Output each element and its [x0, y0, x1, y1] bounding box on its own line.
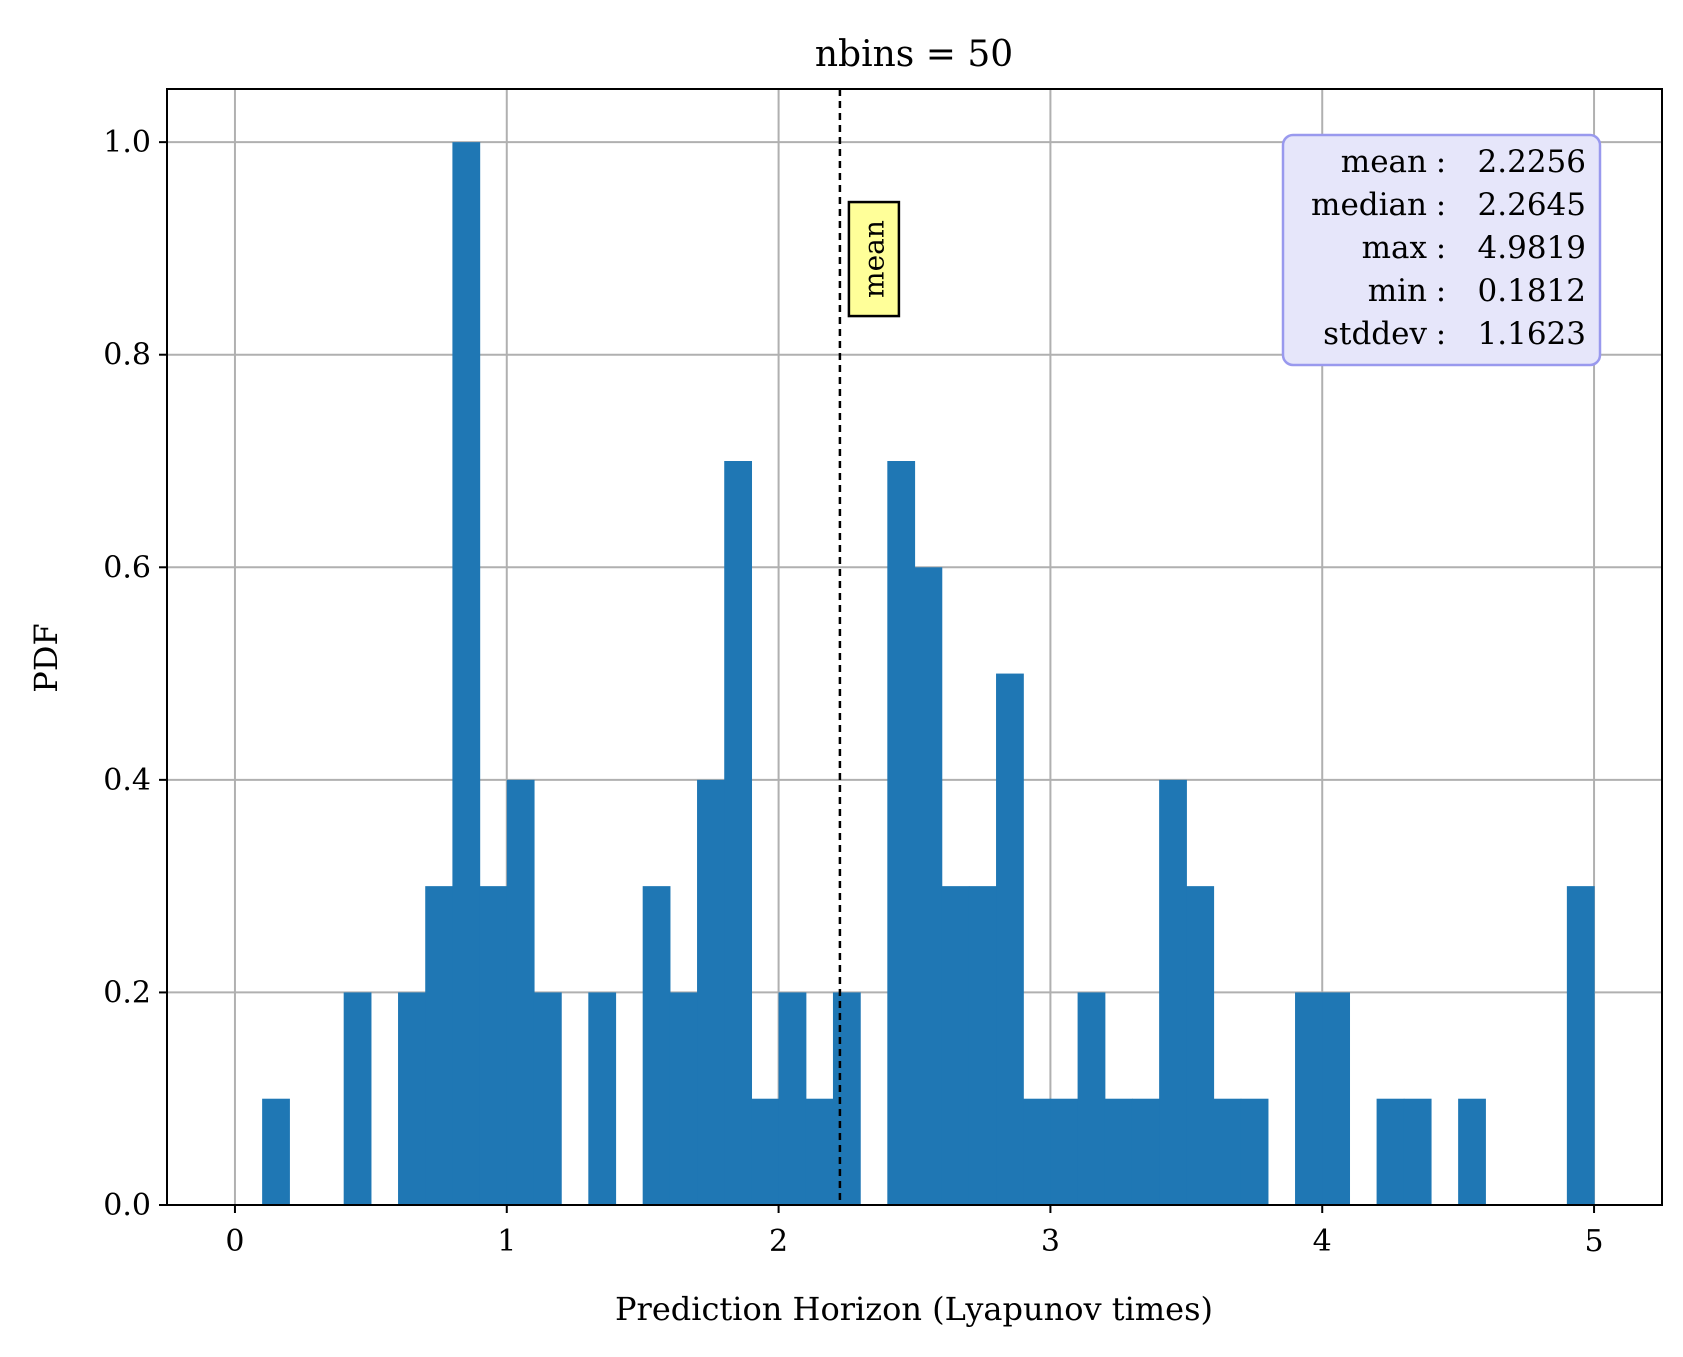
y-tick-label: 0.0: [103, 1188, 151, 1223]
histogram-bar: [941, 886, 970, 1205]
histogram-bar: [398, 992, 426, 1205]
histogram-bar: [1023, 1098, 1052, 1205]
y-tick-label: 1.0: [103, 125, 151, 160]
stats-value: 1.1623: [1478, 316, 1586, 352]
histogram-bar: [778, 992, 807, 1205]
stats-label: mean: [1341, 144, 1427, 180]
histogram-bar: [642, 886, 671, 1205]
histogram-bar: [832, 992, 861, 1205]
histogram-bar: [1240, 1098, 1269, 1205]
stats-value: 2.2645: [1478, 187, 1586, 223]
mean-marker: mean: [838, 89, 901, 1205]
stats-box-frame: [1281, 133, 1602, 367]
histogram-bar: [425, 886, 454, 1205]
histogram-bar: [1566, 886, 1595, 1205]
histogram-bar: [1376, 1098, 1405, 1205]
histogram-bar: [1159, 779, 1187, 1205]
histogram-bar: [1050, 1098, 1079, 1205]
stats-value: 0.1812: [1478, 273, 1586, 309]
x-tick-label: 2: [769, 1224, 788, 1259]
stats-value: 2.2256: [1478, 144, 1586, 180]
x-axis-label: Prediction Horizon (Lyapunov times): [615, 1290, 1213, 1328]
histogram-bar: [1213, 1098, 1242, 1205]
stats-label: stddev: [1323, 316, 1427, 352]
y-tick-label: 0.4: [103, 763, 151, 798]
x-tick-label: 0: [225, 1224, 244, 1259]
x-tick-label: 3: [1041, 1224, 1060, 1259]
y-tick-label: 0.2: [103, 975, 151, 1010]
histogram-bar: [1186, 886, 1215, 1205]
histogram-bar: [506, 779, 535, 1205]
axes: 0 1 2 3 4 5 0.0 0.2 0.4 0.6 0.8 1.0: [103, 88, 1663, 1259]
histogram-bar: [669, 992, 698, 1205]
histogram-bar: [1131, 1098, 1160, 1205]
histogram-bar: [805, 1098, 834, 1205]
histogram-bar: [1403, 1098, 1432, 1205]
chart-title: nbins = 50: [815, 34, 1013, 75]
histogram-bars: [262, 142, 1595, 1206]
stats-separator: :: [1436, 144, 1446, 180]
stats-label: min: [1368, 273, 1427, 309]
histogram-bar: [1458, 1098, 1486, 1205]
histogram-bar: [996, 673, 1024, 1205]
histogram-bar: [533, 992, 562, 1205]
histogram-bar: [1295, 992, 1323, 1205]
stats-value: 4.9819: [1478, 230, 1586, 266]
histogram-bar: [262, 1098, 290, 1205]
x-tick-label: 1: [497, 1224, 516, 1259]
stats-label: max: [1362, 230, 1428, 266]
histogram-bar: [887, 461, 916, 1205]
histogram-bar: [452, 142, 481, 1206]
stats-separator: :: [1436, 230, 1446, 266]
plot-frame: [166, 88, 1663, 1206]
x-tick-label: 5: [1584, 1224, 1603, 1259]
histogram-bar: [968, 886, 997, 1205]
histogram-bar: [751, 1098, 780, 1205]
histogram-bar: [1077, 992, 1106, 1205]
histogram-bar: [914, 567, 943, 1205]
mean-label: mean: [857, 220, 890, 298]
histogram-bar: [588, 992, 617, 1205]
histogram-bar: [1322, 992, 1351, 1205]
histogram-bar: [724, 461, 753, 1205]
stats-label: median: [1311, 187, 1427, 223]
stats-separator: :: [1436, 273, 1446, 309]
histogram-bar: [343, 992, 372, 1205]
stats-separator: :: [1436, 316, 1446, 352]
stats-box: mean:2.2256median:2.2645max:4.9819min:0.…: [1281, 133, 1602, 367]
mean-label-box: [847, 200, 901, 318]
stats-separator: :: [1436, 187, 1446, 223]
y-axis-label: PDF: [27, 623, 65, 692]
histogram-bar: [479, 886, 508, 1205]
x-tick-label: 4: [1313, 1224, 1332, 1259]
histogram-bar: [697, 779, 725, 1205]
histogram-bar: [1104, 1098, 1133, 1205]
y-tick-label: 0.6: [103, 550, 151, 585]
y-tick-label: 0.8: [103, 338, 151, 373]
